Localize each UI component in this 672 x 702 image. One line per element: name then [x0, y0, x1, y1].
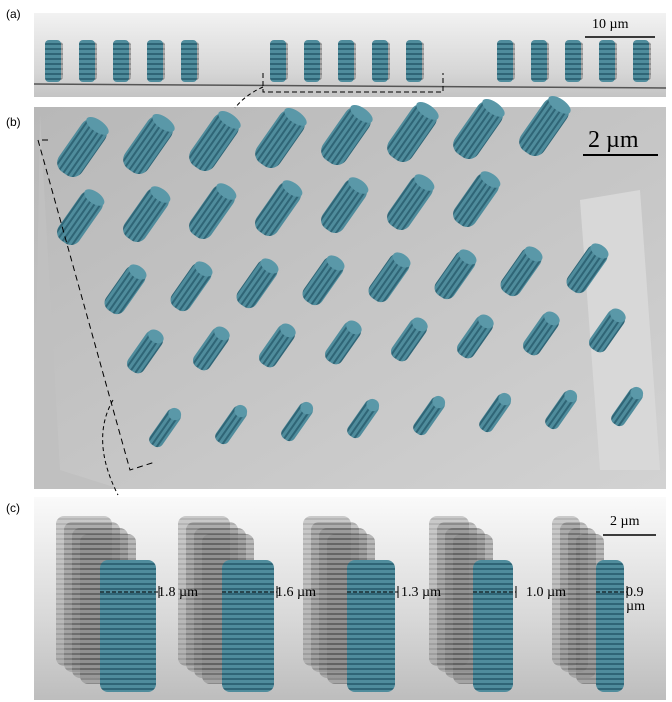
pillar	[147, 40, 163, 82]
panel-label: (c)	[6, 502, 20, 514]
diameter-label: 1.0 µm	[526, 586, 566, 600]
pillar	[181, 40, 197, 82]
pillar	[45, 40, 61, 82]
pillar	[338, 40, 354, 82]
pillar	[222, 560, 274, 692]
panel-label: (a)	[6, 8, 21, 20]
pillar	[565, 40, 581, 82]
pillar	[596, 560, 624, 692]
panel-label: (b)	[6, 116, 21, 128]
pillar	[599, 40, 615, 82]
scale-bar-label: 10 µm	[592, 18, 628, 32]
diameter-label: 1.3 µm	[401, 586, 441, 600]
pillar	[531, 40, 547, 82]
pillar	[633, 40, 649, 82]
scale-bar-label: 2 µm	[610, 515, 639, 529]
pillar	[100, 560, 156, 692]
diameter-label: 0.9 µm	[626, 586, 652, 614]
diameter-label: 1.6 µm	[276, 586, 316, 600]
figure: (a) 10 µm (b) 2 µm (c) 2 µm 1.8 µm 1.6 µ…	[0, 0, 672, 702]
pillar	[270, 40, 286, 82]
pillar	[372, 40, 388, 82]
pillar	[497, 40, 513, 82]
diameter-label: 1.8 µm	[158, 586, 198, 600]
pillar	[406, 40, 422, 82]
figure-art	[0, 0, 672, 702]
pillar	[473, 560, 513, 692]
scale-bar-label: 2 µm	[588, 128, 639, 152]
pillar	[79, 40, 95, 82]
pillar	[113, 40, 129, 82]
pillar	[347, 560, 395, 692]
pillar	[304, 40, 320, 82]
